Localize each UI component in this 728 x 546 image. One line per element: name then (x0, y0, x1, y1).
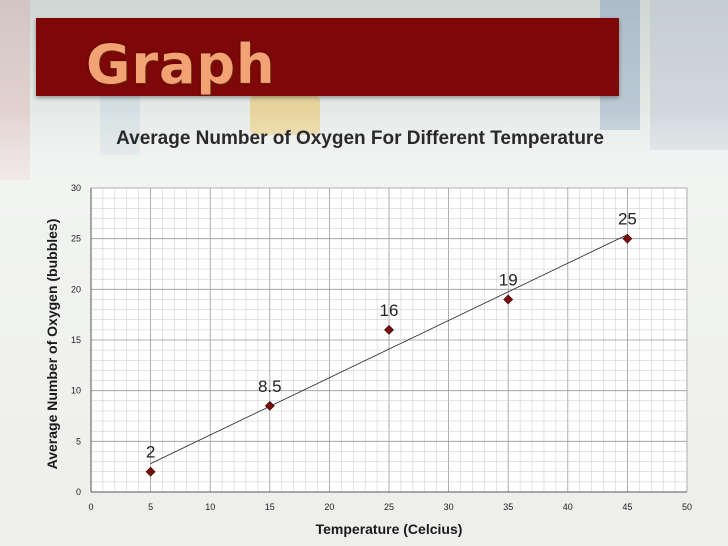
data-point (145, 466, 156, 477)
x-tick-labels: 0 5 10 15 20 25 30 35 40 45 50 (88, 502, 692, 512)
chart-grid (90, 187, 688, 493)
x-tick-label: 0 (88, 502, 93, 512)
y-axis-title: Average Number of Oxygen (bubbles) (44, 219, 60, 470)
chart-axes (90, 188, 687, 493)
y-tick-label: 20 (71, 284, 81, 294)
data-point (503, 294, 514, 305)
y-tick-label: 25 (71, 234, 81, 244)
y-tick-label: 15 (71, 335, 81, 345)
y-tick-label: 30 (71, 183, 81, 193)
trendline (150, 234, 628, 464)
data-label: 19 (499, 270, 518, 289)
y-tick-label: 10 (71, 386, 81, 396)
x-tick-label: 10 (205, 502, 215, 512)
x-tick-label: 15 (265, 502, 275, 512)
chart-title: Average Number of Oxygen For Different T… (116, 128, 604, 149)
x-tick-label: 45 (622, 502, 632, 512)
data-labels: 2 8.5 16 19 25 (146, 210, 637, 462)
data-point (384, 324, 394, 335)
data-label: 8.5 (258, 377, 282, 396)
x-tick-label: 40 (563, 502, 573, 512)
data-label: 16 (380, 301, 399, 320)
data-point (622, 233, 633, 244)
data-label: 25 (618, 210, 637, 229)
x-tick-label: 35 (503, 502, 513, 512)
data-point (264, 400, 275, 411)
data-label: 2 (146, 443, 155, 462)
data-points (145, 233, 633, 477)
x-tick-label: 30 (444, 502, 454, 512)
x-tick-label: 50 (682, 502, 692, 512)
x-tick-label: 25 (384, 502, 394, 512)
title-banner: Graph (36, 18, 619, 96)
y-tick-label: 5 (76, 436, 81, 446)
trendline-group (150, 234, 628, 464)
x-tick-label: 20 (324, 502, 334, 512)
y-tick-label: 0 (76, 487, 81, 497)
x-axis-title: Temperature (Celcius) (316, 521, 463, 537)
slide-heading: Graph (86, 33, 276, 96)
y-tick-labels: 0 5 10 15 20 25 30 (71, 183, 81, 497)
x-tick-label: 5 (148, 502, 153, 512)
